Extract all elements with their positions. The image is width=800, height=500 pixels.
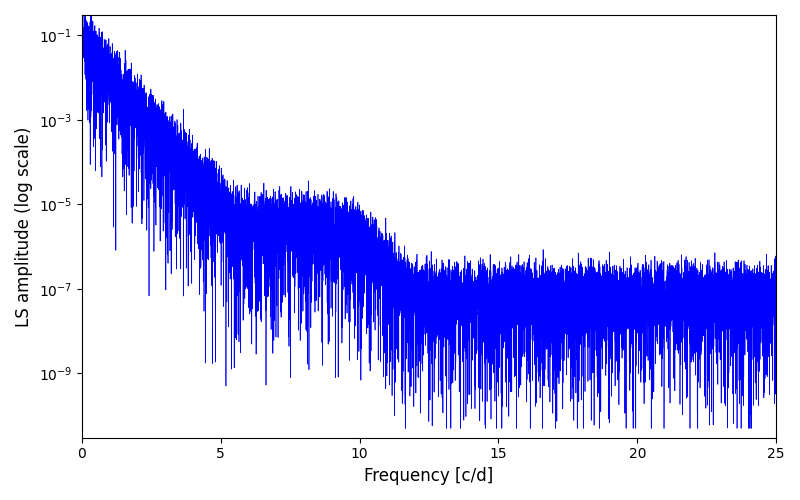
X-axis label: Frequency [c/d]: Frequency [c/d] — [364, 467, 494, 485]
Y-axis label: LS amplitude (log scale): LS amplitude (log scale) — [15, 126, 33, 326]
